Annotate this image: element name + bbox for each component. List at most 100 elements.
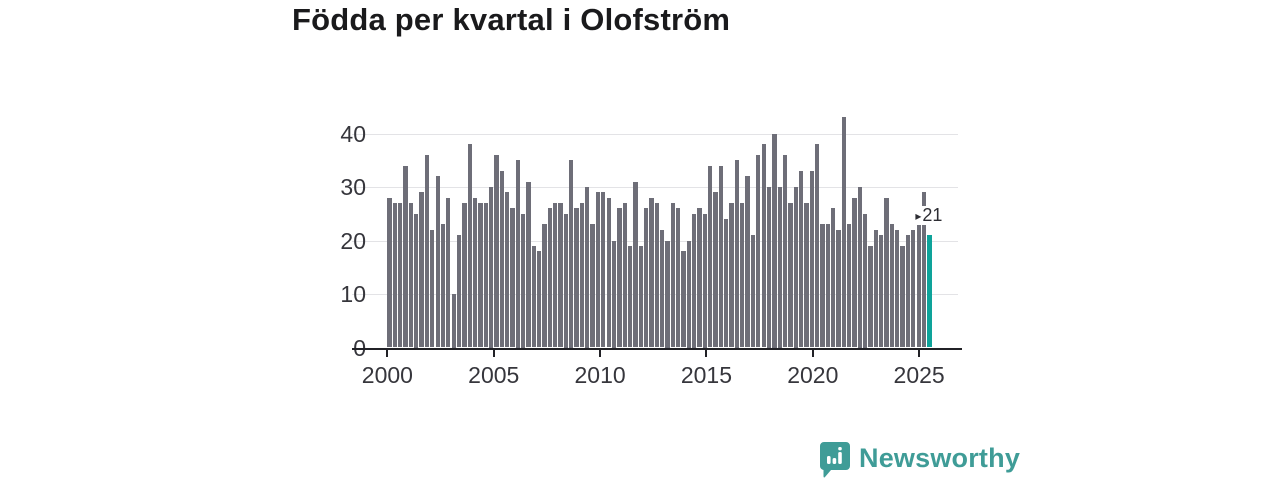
- bar: [761, 144, 766, 348]
- bar: [879, 235, 884, 348]
- bar: [521, 213, 526, 348]
- bar: [483, 203, 488, 348]
- bar: [472, 197, 478, 348]
- bar: [708, 165, 713, 348]
- y-axis-label: 30: [340, 174, 366, 200]
- bar: [633, 181, 638, 348]
- bar: [750, 235, 756, 348]
- bar: [430, 229, 435, 348]
- newsworthy-logo[interactable]: Newsworthy: [819, 441, 1020, 480]
- bar: [841, 117, 846, 348]
- bar: [638, 245, 643, 348]
- bar: [446, 197, 451, 348]
- bar: [435, 176, 440, 348]
- bar: [665, 240, 670, 348]
- bar: [462, 203, 467, 348]
- bar: [424, 154, 430, 348]
- bar: [659, 229, 665, 348]
- bar: [617, 208, 622, 348]
- bar: [526, 181, 531, 348]
- bar: [542, 224, 547, 348]
- bar: [873, 229, 879, 348]
- bar: [734, 160, 740, 348]
- bar: [440, 224, 446, 348]
- bar: [649, 197, 654, 348]
- bar: [916, 224, 921, 348]
- y-axis-label: 10: [340, 281, 366, 307]
- x-axis-label: 2005: [468, 362, 520, 388]
- bar: [499, 170, 504, 348]
- bar: [392, 203, 398, 348]
- y-axis-label: 20: [340, 227, 366, 254]
- bar: [782, 154, 788, 348]
- x-axis-tick: [386, 349, 389, 357]
- bar: [921, 192, 927, 348]
- bar: [814, 144, 820, 348]
- bar: [788, 203, 793, 348]
- bar: [857, 187, 863, 348]
- bar: [579, 203, 585, 348]
- bar: [531, 245, 536, 348]
- bar: [419, 192, 424, 348]
- bar: [643, 208, 649, 348]
- bar: [900, 245, 905, 348]
- bar: [403, 165, 408, 348]
- bar: [595, 192, 601, 348]
- bar: [681, 251, 686, 348]
- bar: [729, 203, 734, 348]
- bar: [504, 192, 510, 348]
- bar: [772, 133, 777, 348]
- bar: [478, 203, 483, 348]
- bar: [510, 208, 515, 348]
- x-axis-tick: [492, 349, 495, 357]
- x-axis-tick: [705, 349, 708, 357]
- x-axis-label: 2020: [787, 362, 839, 388]
- x-axis-line: [352, 347, 962, 350]
- bar: [852, 197, 857, 348]
- bar: [537, 251, 542, 348]
- bar: [547, 208, 553, 348]
- bar: [884, 197, 889, 348]
- bar: [905, 235, 911, 348]
- bar: [515, 160, 520, 348]
- bar: [713, 192, 718, 348]
- bar: [676, 208, 681, 348]
- bar: [836, 229, 841, 348]
- bar: [553, 203, 558, 348]
- bar: [889, 224, 895, 348]
- bar: [692, 213, 697, 348]
- bar: [398, 203, 403, 348]
- bar: [585, 187, 590, 348]
- bar: [558, 203, 563, 348]
- bar: [745, 176, 750, 348]
- x-axis-label: 2000: [361, 362, 413, 388]
- grid-line: [352, 133, 958, 135]
- bar: [820, 224, 825, 348]
- newsworthy-logo-icon: [819, 441, 850, 480]
- y-axis-label: 40: [340, 120, 366, 147]
- bar: [611, 240, 617, 348]
- bar: [494, 154, 499, 348]
- bar: [654, 203, 659, 348]
- bar: [804, 203, 809, 348]
- x-axis-label: 2010: [574, 362, 626, 388]
- bar: [740, 203, 745, 348]
- bar: [408, 203, 414, 348]
- bar: [798, 170, 804, 348]
- bar: [702, 213, 708, 348]
- bar: [467, 144, 472, 348]
- bar: [825, 224, 830, 348]
- bar: [488, 187, 494, 348]
- bar: [868, 245, 873, 348]
- bar: [911, 229, 916, 348]
- bar: [569, 160, 574, 348]
- bar: [563, 213, 569, 348]
- bar: [793, 187, 798, 348]
- bar: [686, 240, 691, 348]
- bar: [670, 203, 675, 348]
- bar: [601, 192, 606, 348]
- bar: [451, 294, 456, 348]
- bar: [606, 197, 611, 348]
- x-axis-label: 2015: [680, 362, 733, 388]
